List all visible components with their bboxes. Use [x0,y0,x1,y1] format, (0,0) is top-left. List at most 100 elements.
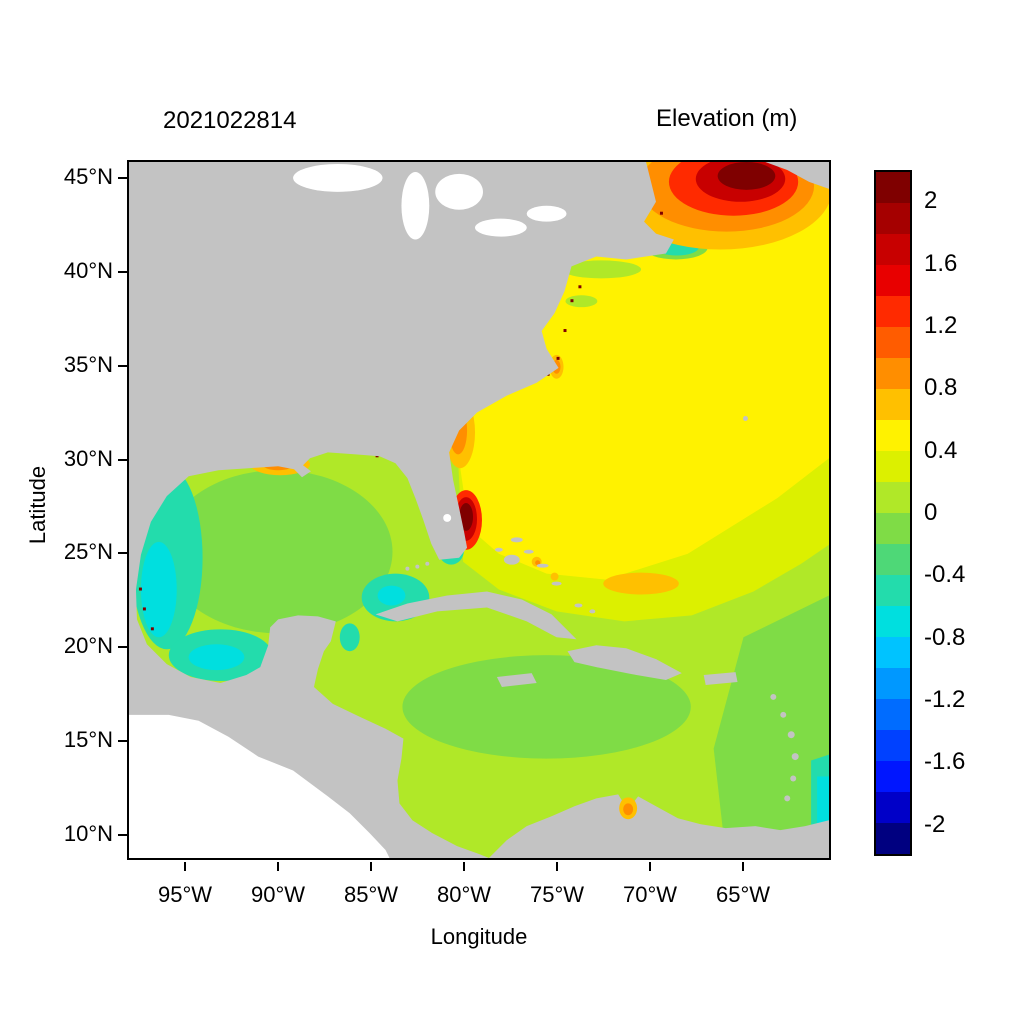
southeast-edge-cyan-core [817,776,829,835]
colorbar-segment [876,172,910,203]
lat-tick-label: 25°N [63,539,113,565]
colorbar-segment [876,823,910,854]
colorbar-segment [876,265,910,296]
lon-tick [184,862,186,871]
venezuela-surge-dot [619,797,638,820]
florida-keys-islands [405,561,430,571]
colorbar-segment [876,296,910,327]
nova-scotia-land [765,162,829,189]
lon-tick-label: 70°W [622,882,678,907]
lesser-antilles-islands [770,693,799,802]
lat-tick [118,646,127,649]
lon-tick [649,862,651,871]
colorbar-segment [876,327,910,358]
south-america-land [488,794,829,858]
venezuela-orange-core [623,803,634,816]
colorbar-segment [876,203,910,234]
timestamp-title: 2021022814 [163,107,297,134]
y-axis-title: Latitude [25,465,50,545]
colorbar-segment [876,699,910,730]
colorbar-labels: 2 1.6 1.2 0.8 0.4 0 -0.4 -0.8 -1.2 -1.6 -2 [924,170,1004,856]
colorbar-segment [876,668,910,699]
lon-tick-label: 90°W [250,882,306,907]
colorbar-segment [876,792,910,823]
campeche-cyan-core [188,644,245,671]
west-gulf-cyan-core [140,541,177,638]
colorbar-segment [876,234,910,265]
colorbar-segment [876,451,910,482]
lake-okeechobee [443,513,452,522]
latitude-axis: 45°N 40°N 35°N 30°N 25°N 20°N 15°N 10°N [0,160,127,860]
elevation-map [129,162,829,858]
lon-tick-label: 75°W [529,882,585,907]
lat-tick-label: 40°N [63,257,113,283]
lat-tick [118,364,127,367]
longitude-axis: 95°W 90°W 85°W 80°W 75°W 70°W 65°W [127,860,831,930]
colorbar-tick-label: 2 [924,187,938,215]
colorbar-segment [876,637,910,668]
bahamas-orange-core [535,560,541,566]
bahamas-islands [494,537,596,614]
lon-tick-label: 65°W [715,882,771,907]
caribbean-green-patch [402,655,691,759]
north-america-land [129,162,674,858]
hispaniola-island [567,645,682,681]
lat-tick [118,833,127,836]
lon-tick-label: 80°W [436,882,492,907]
colorbar-segment [876,544,910,575]
southeast-green-patch [713,595,829,855]
colorbar-segment [876,606,910,637]
lat-tick-label: 15°N [63,727,113,753]
lon-tick-label: 95°W [157,882,213,907]
lon-tick [742,862,744,871]
fundy-surge-plume [609,162,829,250]
colorbar-tick-label: 1.6 [924,249,958,277]
fundy-maroon-core [717,162,776,190]
great-lakes [293,163,567,240]
bermuda-island [742,416,748,422]
cuba-island [375,591,577,640]
colorbar-segment [876,389,910,420]
colorbar-title: Elevation (m) [656,105,798,132]
lat-tick [118,740,127,743]
colorbar-tick-label: 0.4 [924,436,958,464]
colorbar-segment [876,761,910,792]
colorbar-tick-label: 0.8 [924,374,958,402]
lat-tick-label: 10°N [63,820,113,846]
lat-tick [118,458,127,461]
pacific-no-data-region [129,714,390,858]
lat-tick-label: 20°N [63,633,113,659]
lat-tick-label: 45°N [63,164,113,189]
colorbar-segment [876,358,910,389]
lat-tick-label: 30°N [63,445,113,471]
turks-amber-wash [603,572,679,595]
nj-offshore-green-speck [565,295,598,308]
lat-tick [118,177,127,179]
x-axis-title: Longitude [430,924,528,949]
colorbar-tick-label: -1.6 [924,748,966,776]
colorbar-tick-label: -1.2 [924,686,966,714]
colorbar-tick-label: -0.4 [924,561,966,589]
west-florida-shelf-cyan-core [377,585,406,606]
florida-maroon-core [459,503,474,531]
yucatan-channel-turquoise [339,623,360,652]
colorbar-segment [876,420,910,451]
jamaica-island [496,673,537,687]
colorbar-segment [876,730,910,761]
colorbar-segment [876,575,910,606]
colorbar-tick-label: 0 [924,499,938,526]
land-regions [129,162,829,858]
colorbar-tick-label: 1.2 [924,311,958,339]
lon-tick [556,862,558,871]
lon-tick [277,862,279,871]
lat-tick [118,552,127,555]
puerto-rico-island [703,672,738,685]
lon-tick [370,862,372,871]
colorbar-segment [876,482,910,513]
colorbar-segments [874,170,912,856]
colorbar-tick-label: -0.8 [924,623,966,651]
colorbar-tick-label: -2 [924,810,946,838]
lon-tick-label: 85°W [343,882,399,907]
lat-tick [118,270,127,273]
